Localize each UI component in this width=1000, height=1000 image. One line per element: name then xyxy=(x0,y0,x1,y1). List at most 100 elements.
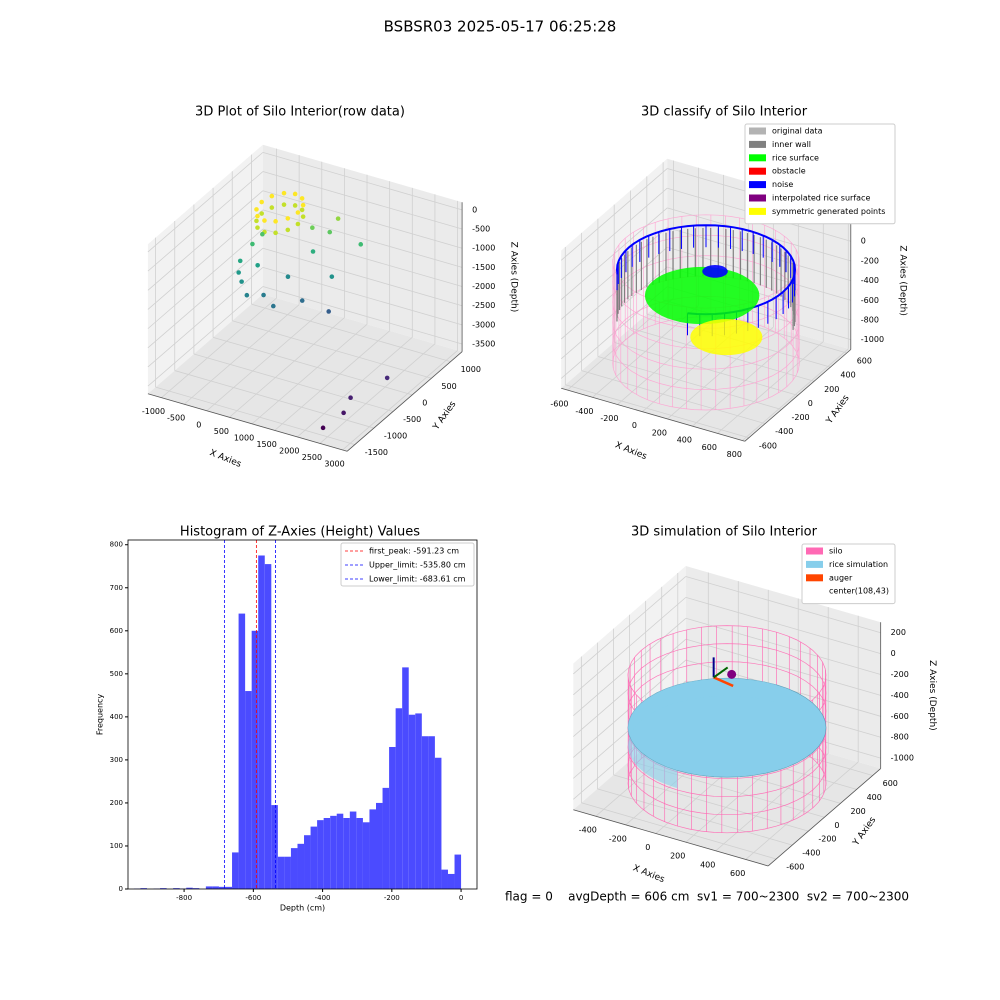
data-point xyxy=(310,225,315,230)
grid-line xyxy=(613,774,809,832)
data-point xyxy=(285,274,291,279)
grid-line xyxy=(147,171,264,272)
data-point xyxy=(300,202,306,208)
bar xyxy=(336,813,344,889)
data-point xyxy=(281,202,287,207)
legend-patch xyxy=(749,167,766,175)
y-tick-label: 100 xyxy=(110,842,123,850)
tick-label: -1000 xyxy=(861,335,884,344)
x-tick-label: -800 xyxy=(176,894,192,902)
y-tick-label: 500 xyxy=(110,670,123,678)
bar xyxy=(343,817,350,889)
bar xyxy=(323,817,331,889)
tick-label: 0 xyxy=(422,398,427,407)
bar xyxy=(232,852,239,889)
legend-patch xyxy=(749,140,766,148)
data-point xyxy=(244,292,250,298)
legend-label: inner wall xyxy=(772,140,811,149)
tick-label: -600 xyxy=(891,712,909,721)
tick-label: 0 xyxy=(834,821,839,830)
tick-label: 200 xyxy=(850,807,865,816)
bar xyxy=(264,564,272,889)
z-axis-label: Z Axies (Depth) xyxy=(927,660,937,731)
grid-line xyxy=(685,638,881,696)
tick-label: -400 xyxy=(861,276,879,285)
tick-label: -800 xyxy=(891,733,909,742)
chart-title: Histogram of Z-Axies (Height) Values xyxy=(180,525,420,540)
grid-line xyxy=(560,266,668,360)
x-axis-label: X Axies xyxy=(614,440,649,462)
grid-line xyxy=(206,310,323,412)
bar xyxy=(205,886,213,889)
data-point xyxy=(269,205,275,210)
legend-label: Upper_limit: -535.80 cm xyxy=(369,561,466,570)
data-point xyxy=(259,211,264,216)
bar xyxy=(238,613,246,889)
grid-line xyxy=(262,190,463,249)
tick-label: 400 xyxy=(867,793,882,802)
tick-label: 200 xyxy=(670,852,685,861)
chart-title: 3D classify of Silo Interior xyxy=(641,105,808,120)
data-point xyxy=(327,229,333,235)
tick-label: -200 xyxy=(609,834,627,843)
tick-label: 0 xyxy=(632,421,637,430)
data-point xyxy=(255,225,260,230)
tick-label: -400 xyxy=(802,849,820,858)
y-tick-label: 200 xyxy=(110,799,123,807)
legend-label: obstacle xyxy=(772,167,806,176)
y-tick-label: 700 xyxy=(110,584,123,592)
grid-line xyxy=(147,152,264,253)
bar xyxy=(245,691,252,889)
grid-line xyxy=(565,384,749,439)
legend-label: first_peak: -591.23 cm xyxy=(369,547,459,556)
tick-label: -1000 xyxy=(472,244,495,253)
grid-line xyxy=(229,317,345,418)
grid-line xyxy=(319,343,436,444)
grid-line xyxy=(193,353,394,412)
plot-frame xyxy=(127,539,478,890)
tick-label: -400 xyxy=(575,407,593,416)
tick-label: -500 xyxy=(167,414,185,423)
grid-line xyxy=(212,336,413,396)
grid-line xyxy=(685,576,881,634)
grid-line xyxy=(262,228,463,287)
axis-pane xyxy=(147,294,463,452)
grid-line xyxy=(597,356,782,410)
tick-label: -3000 xyxy=(472,320,495,329)
axis-line xyxy=(147,393,348,452)
bar xyxy=(362,822,370,889)
bar xyxy=(402,667,409,889)
axis-line xyxy=(561,387,745,442)
bar xyxy=(349,811,357,889)
bar xyxy=(369,809,377,889)
bar xyxy=(271,805,278,889)
chart-title: 3D Plot of Silo Interior(row data) xyxy=(195,105,405,120)
bar xyxy=(317,820,324,889)
data-point xyxy=(260,231,265,237)
y-tick-label: 600 xyxy=(110,627,123,635)
figure-title: BSBSR03 2025-05-17 06:25:28 xyxy=(384,18,617,36)
tick-label: 600 xyxy=(702,443,717,452)
data-point xyxy=(292,191,298,197)
tick-label: -400 xyxy=(579,826,597,835)
tick-label: 0 xyxy=(891,649,896,658)
grid-line xyxy=(183,304,300,405)
bar xyxy=(284,856,291,889)
data-point xyxy=(299,196,305,201)
grid-line xyxy=(262,151,463,211)
legend-label: noise xyxy=(772,180,793,189)
tick-label: 200 xyxy=(652,428,667,437)
data-point xyxy=(310,249,316,254)
data-point xyxy=(237,258,243,264)
grid-line xyxy=(262,171,463,230)
bar xyxy=(173,888,180,889)
tick-label: 1500 xyxy=(256,440,276,449)
grid-line xyxy=(147,286,264,387)
y-axis-label: Y Axies xyxy=(431,399,459,432)
data-point xyxy=(273,230,278,236)
bar xyxy=(382,787,390,889)
legend-label: center(108,43) xyxy=(829,587,889,596)
tick-label: -600 xyxy=(759,441,777,450)
legend-label: rice simulation xyxy=(829,560,888,569)
